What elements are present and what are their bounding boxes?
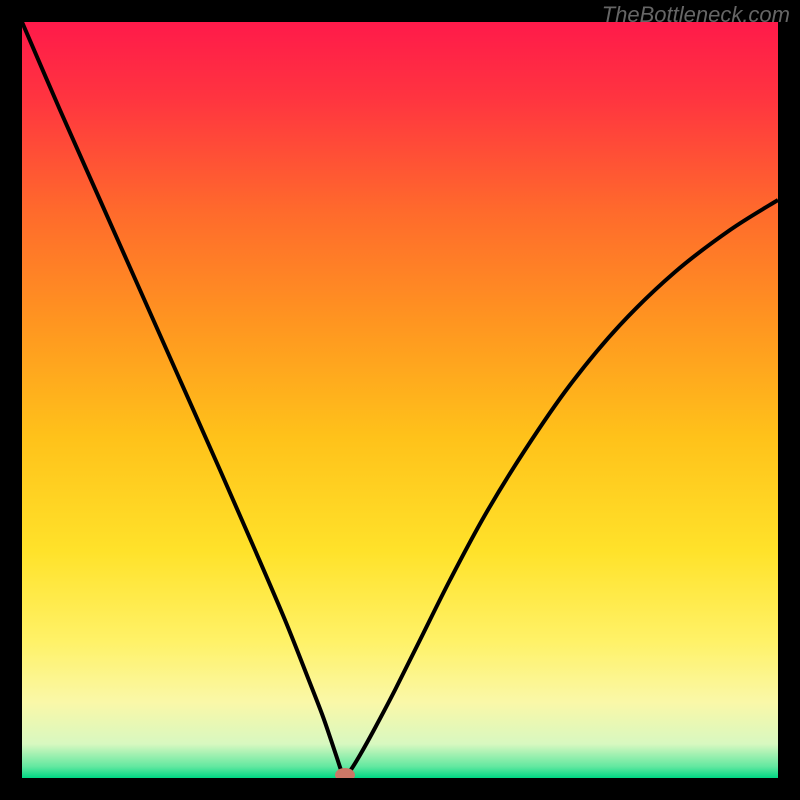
gradient-background <box>22 22 778 778</box>
chart-root: { "watermark": { "text": "TheBottleneck.… <box>0 0 800 800</box>
watermark-text: TheBottleneck.com <box>602 2 790 28</box>
bottleneck-chart <box>0 0 800 800</box>
